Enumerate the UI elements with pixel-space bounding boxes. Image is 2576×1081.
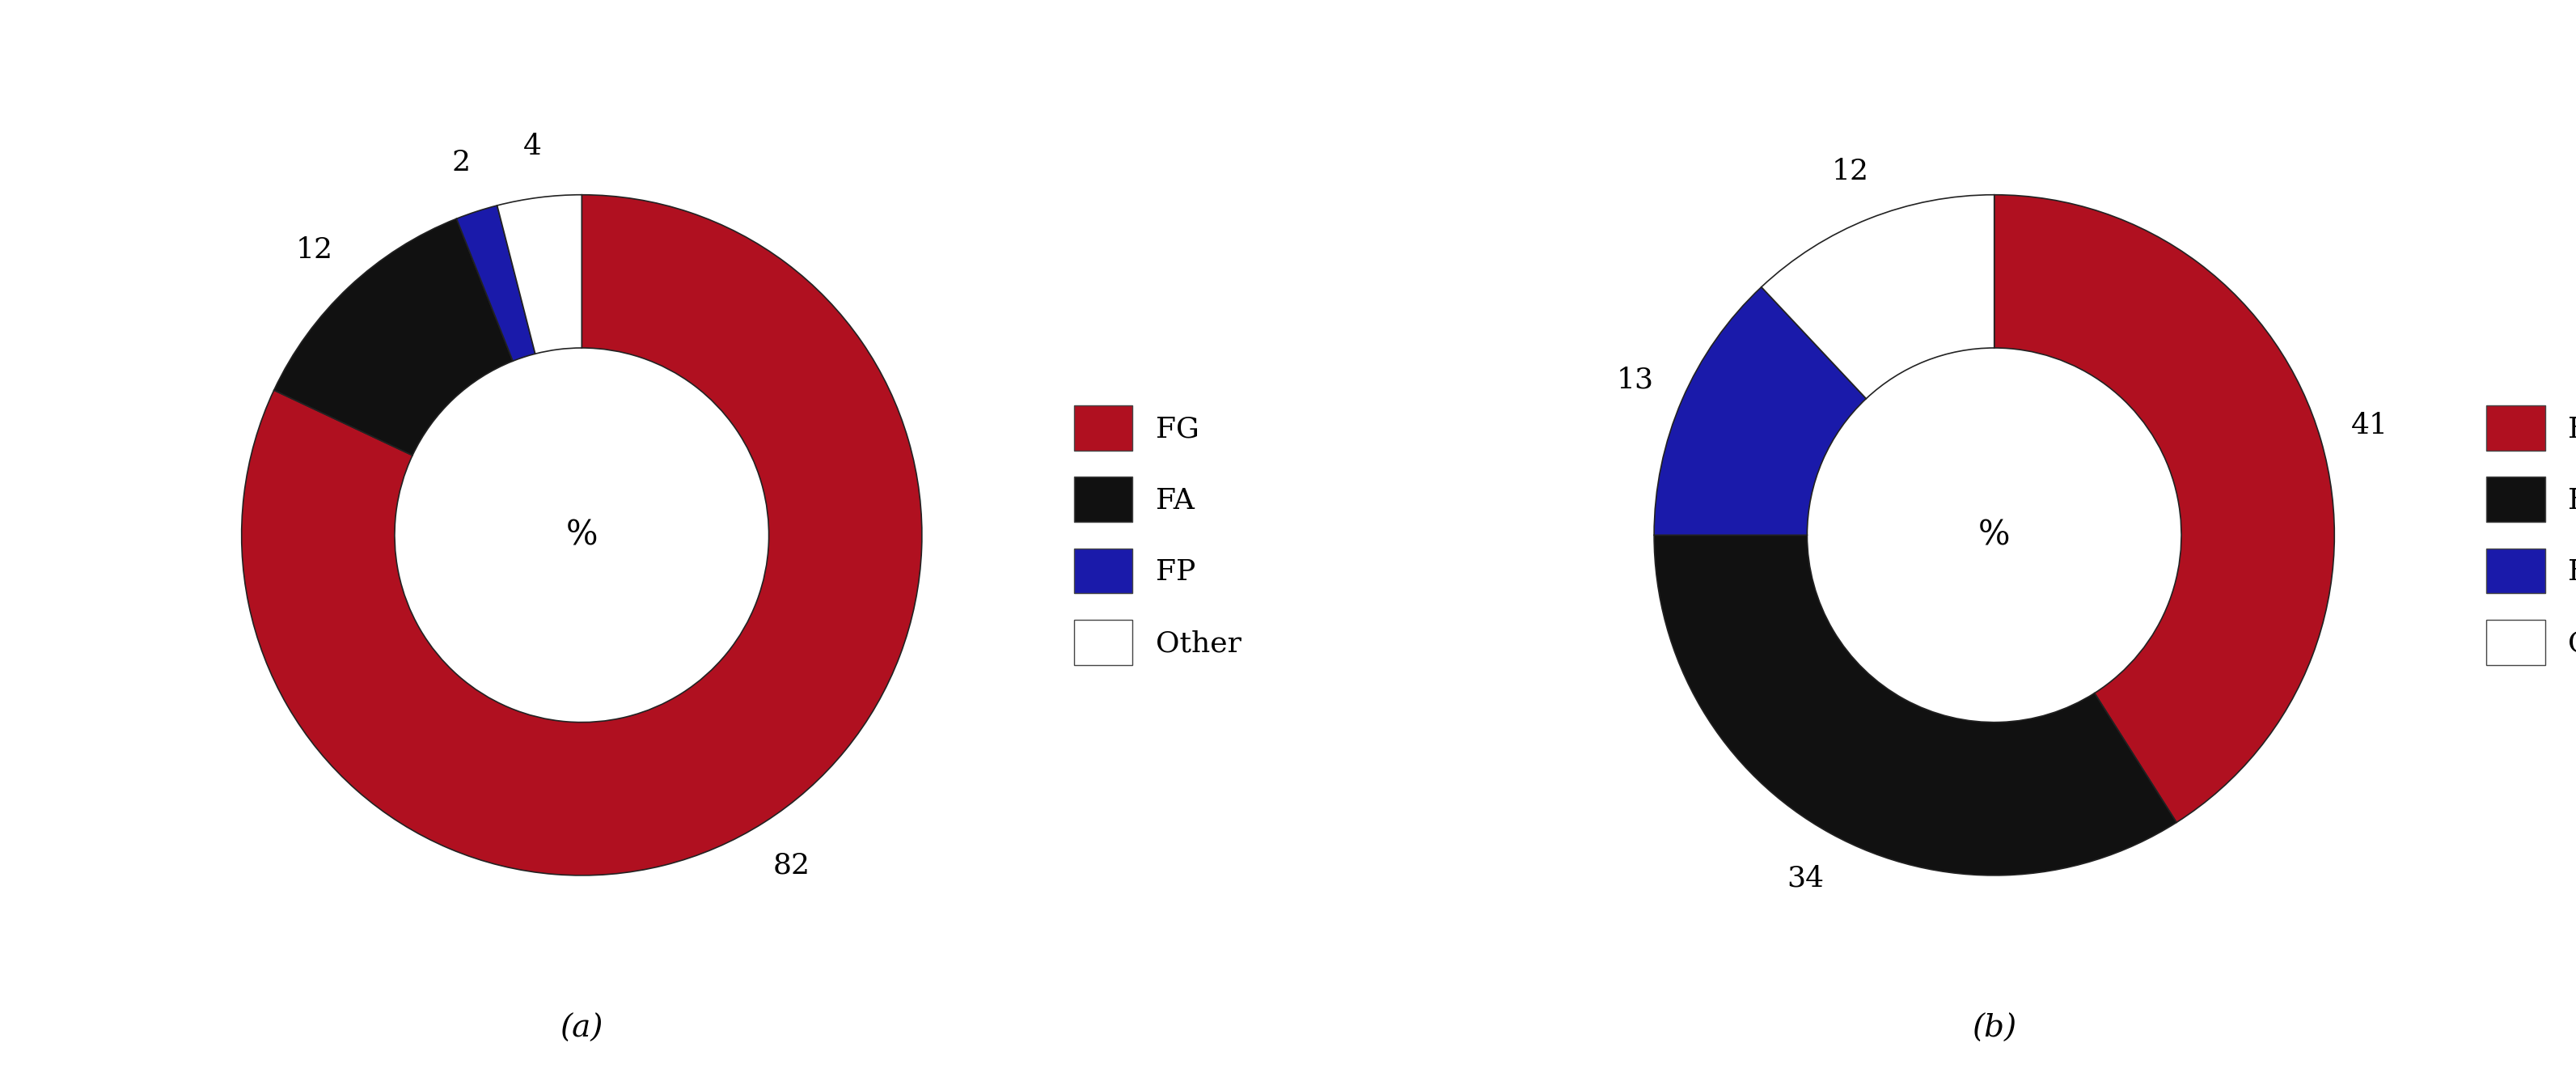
Legend: FG, FA, FP, Other: FG, FA, FP, Other [2486, 405, 2576, 665]
Wedge shape [242, 195, 922, 876]
Text: (b): (b) [1973, 1014, 2017, 1043]
Wedge shape [456, 205, 536, 361]
Wedge shape [497, 195, 582, 353]
Text: 12: 12 [296, 236, 332, 264]
Wedge shape [273, 218, 513, 455]
Text: 2: 2 [451, 149, 471, 176]
Wedge shape [1654, 288, 1865, 535]
Wedge shape [1762, 195, 1994, 399]
Text: 12: 12 [1832, 158, 1868, 185]
Text: 34: 34 [1788, 865, 1824, 892]
Legend: FG, FA, FP, Other: FG, FA, FP, Other [1074, 405, 1242, 665]
Text: 4: 4 [523, 133, 541, 161]
Text: 41: 41 [2352, 412, 2388, 440]
Wedge shape [1654, 535, 2177, 876]
Text: %: % [1978, 518, 2009, 552]
Text: %: % [567, 518, 598, 552]
Text: 82: 82 [773, 852, 809, 879]
Wedge shape [1994, 195, 2334, 823]
Text: 13: 13 [1618, 365, 1654, 393]
Text: (a): (a) [559, 1014, 603, 1043]
